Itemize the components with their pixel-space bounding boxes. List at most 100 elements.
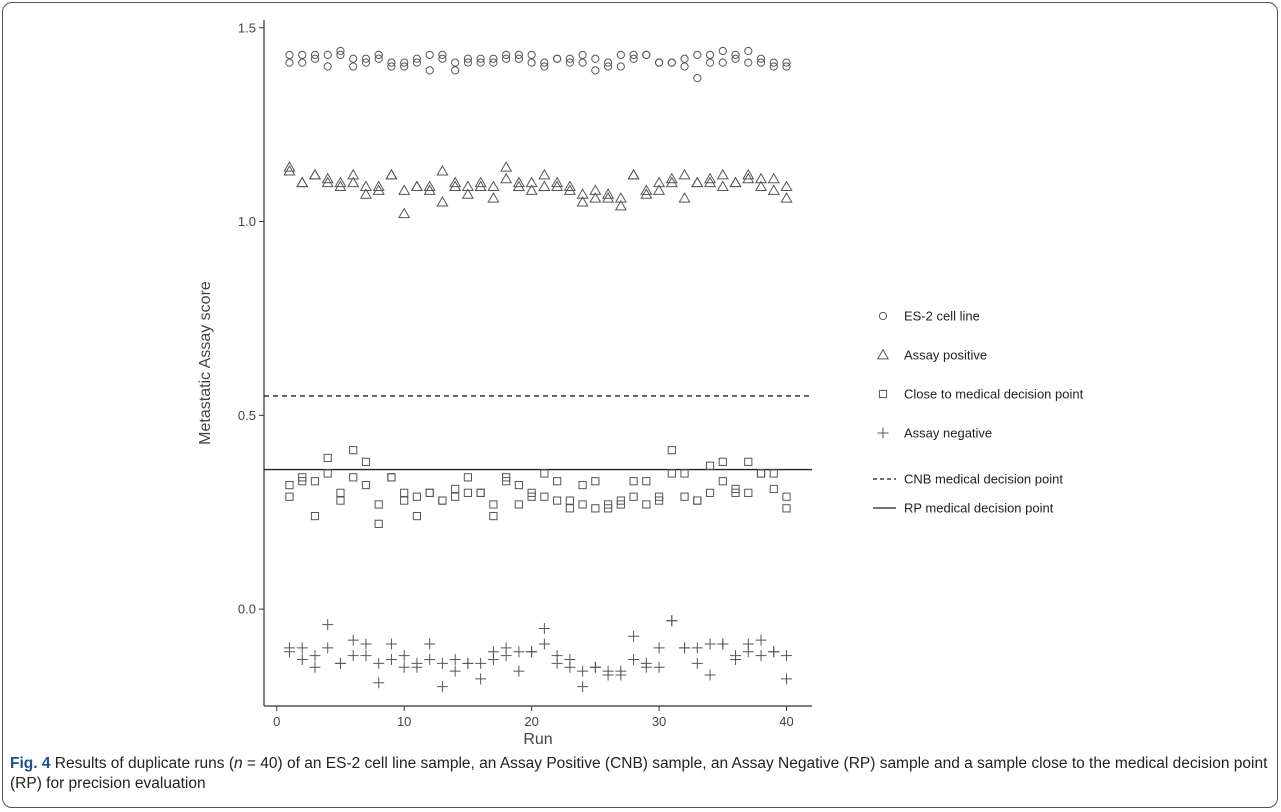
data-point-plus	[449, 653, 461, 665]
data-point-circle	[438, 50, 447, 59]
data-point-square	[718, 457, 727, 466]
x-tick-label: 20	[524, 714, 538, 729]
data-point-plus	[768, 646, 780, 658]
legend-label: Assay negative	[904, 426, 992, 441]
y-tick-label: 0.0	[238, 602, 256, 617]
data-point-circle	[744, 46, 753, 56]
data-point-triangle	[347, 176, 360, 188]
data-point-triangle	[551, 176, 564, 188]
data-point-triangle	[678, 192, 691, 203]
data-point-plus	[730, 653, 742, 665]
data-point-triangle	[767, 172, 780, 184]
data-point-triangle	[742, 172, 755, 184]
data-point-triangle	[716, 168, 729, 180]
data-point-circle	[285, 58, 294, 67]
data-point-circle	[451, 58, 460, 67]
data-point-triangle	[321, 176, 334, 188]
data-point-circle	[705, 50, 715, 59]
data-point-plus	[500, 650, 512, 662]
data-point-circle	[705, 58, 715, 67]
data-point-circle	[323, 50, 332, 59]
data-point-triangle	[487, 180, 500, 192]
data-point-square	[693, 496, 702, 505]
data-point-square	[387, 473, 396, 482]
data-point-plus	[424, 653, 436, 665]
series-plus	[283, 615, 793, 693]
data-point-plus	[436, 657, 448, 669]
caption-label: Fig. 4	[10, 755, 51, 772]
data-point-triangle	[703, 176, 717, 188]
data-point-square	[476, 488, 485, 497]
data-point-triangle	[576, 195, 589, 207]
data-point-circle	[693, 74, 702, 83]
data-point-circle	[578, 50, 587, 59]
x-tick-label: 10	[397, 714, 411, 729]
data-point-square	[654, 496, 664, 505]
data-point-circle	[502, 50, 511, 59]
data-point-triangle	[653, 184, 666, 195]
data-point-plus	[322, 619, 334, 631]
data-point-circle	[731, 50, 740, 59]
data-point-circle	[361, 58, 371, 67]
data-point-plus	[653, 661, 665, 673]
data-point-plus	[691, 657, 703, 669]
data-point-plus	[360, 638, 372, 650]
data-point-circle	[680, 62, 689, 71]
data-point-circle	[514, 50, 523, 59]
data-point-circle	[387, 62, 396, 71]
data-point-triangle	[436, 164, 449, 176]
data-point-square	[425, 488, 434, 497]
data-point-triangle	[729, 176, 742, 188]
data-point-circle	[667, 58, 676, 67]
data-point-square	[349, 473, 358, 482]
data-point-triangle	[283, 164, 296, 176]
data-point-triangle	[754, 180, 768, 192]
data-point-square	[285, 492, 294, 501]
data-point-triangle	[372, 180, 385, 192]
data-point-triangle	[589, 184, 602, 195]
data-point-circle	[540, 58, 549, 67]
data-point-square	[412, 492, 422, 501]
data-point-square	[285, 480, 294, 490]
data-point-square	[782, 504, 791, 513]
data-point-plus	[602, 669, 614, 681]
data-point-square	[553, 477, 562, 486]
data-point-triangle	[449, 176, 462, 188]
data-point-square	[616, 496, 625, 505]
data-point-triangle	[449, 180, 462, 192]
data-point-circle	[565, 54, 574, 63]
data-point-square	[578, 480, 587, 490]
data-point-circle	[323, 62, 332, 71]
data-point-square	[463, 473, 473, 482]
data-point-triangle	[589, 192, 602, 203]
data-point-square	[756, 469, 766, 478]
data-point-square	[336, 488, 345, 497]
reference-lines	[264, 395, 812, 471]
data-point-triangle	[691, 176, 704, 188]
data-point-circle	[769, 58, 778, 67]
data-point-circle	[578, 58, 587, 67]
data-point-triangle	[627, 168, 640, 180]
data-point-plus	[615, 669, 627, 681]
data-point-circle	[476, 58, 485, 67]
data-point-square	[680, 492, 689, 501]
data-point-circle	[603, 58, 613, 67]
data-point-square	[438, 496, 447, 505]
y-tick-label: 1.0	[238, 214, 256, 229]
data-point-plus	[679, 642, 691, 654]
data-point-square	[438, 496, 447, 505]
data-point-circle	[616, 50, 625, 59]
data-point-triangle	[512, 180, 525, 192]
data-point-circle	[744, 58, 753, 67]
data-point-circle	[336, 50, 345, 59]
data-point-circle	[412, 54, 422, 63]
data-point-plus	[640, 661, 652, 673]
data-point-circle	[527, 58, 536, 67]
data-point-square	[400, 496, 409, 505]
data-point-square	[310, 511, 320, 521]
data-point-plus	[424, 638, 436, 650]
data-point-square	[514, 500, 523, 509]
data-point-plus	[538, 622, 550, 634]
data-point-circle	[387, 58, 396, 67]
data-point-triangle	[627, 168, 640, 180]
